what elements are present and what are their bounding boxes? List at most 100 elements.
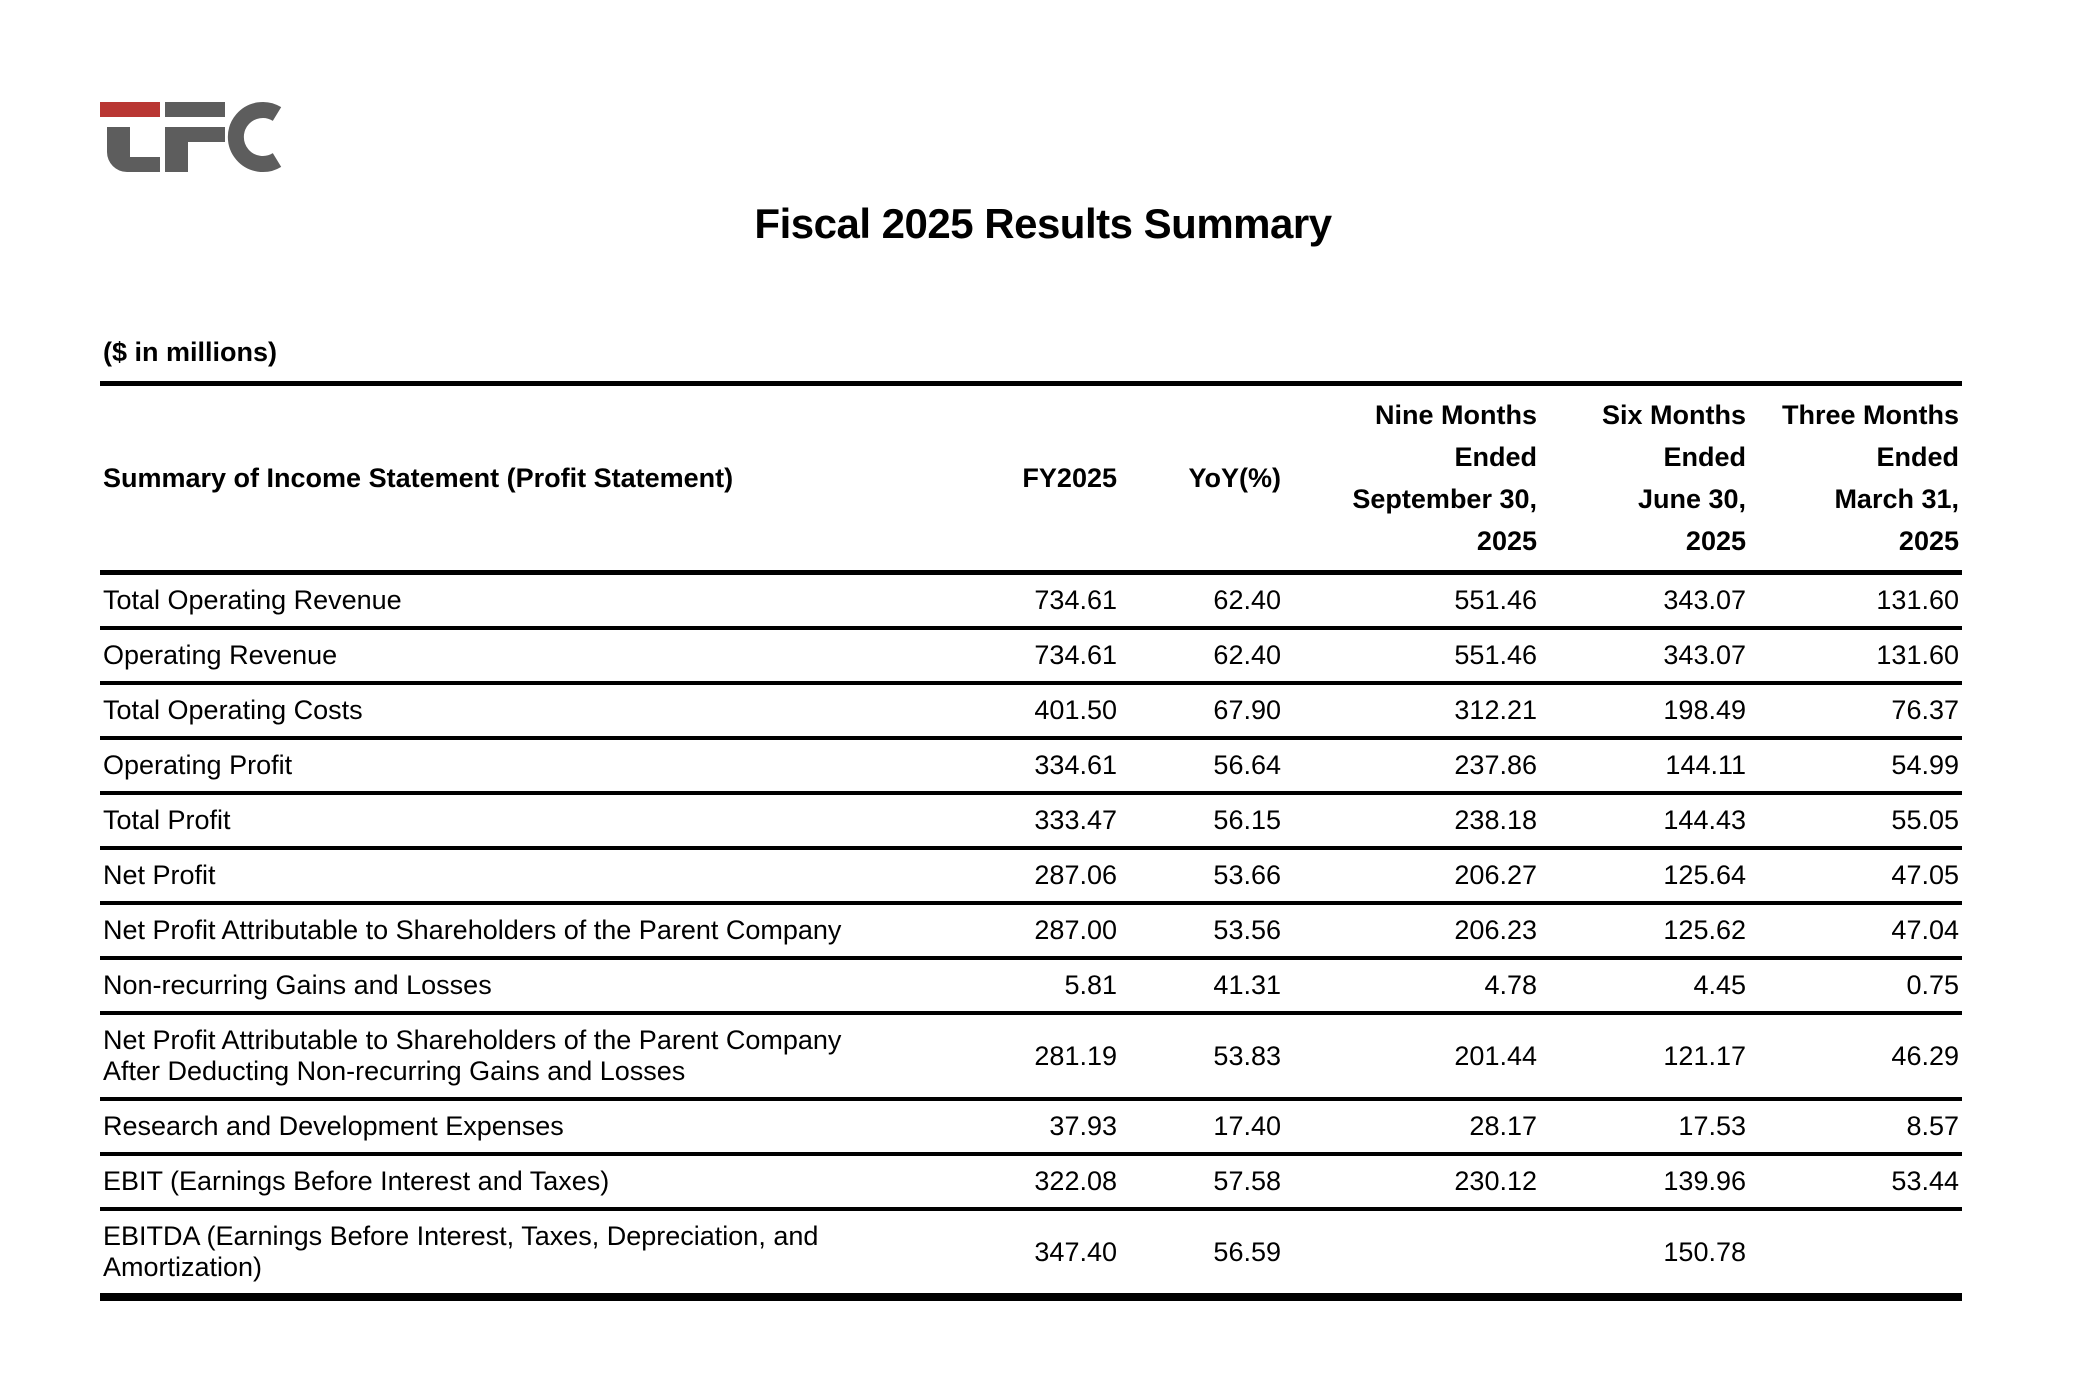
cell-value: 17.53 — [1540, 1097, 1749, 1154]
cell-value: 17.40 — [1120, 1097, 1284, 1154]
row-label: Net Profit — [100, 846, 960, 903]
cell-value: 150.78 — [1540, 1207, 1749, 1297]
row-label: EBIT (Earnings Before Interest and Taxes… — [100, 1152, 960, 1209]
cell-value: 62.40 — [1120, 626, 1284, 683]
report-content: ($ in millions) Summary of Income Statem… — [100, 336, 1962, 1301]
cell-value: 125.62 — [1540, 901, 1749, 958]
cell-value: 56.15 — [1120, 791, 1284, 848]
row-label: Net Profit Attributable to Shareholders … — [100, 1011, 960, 1099]
column-header: FY2025 — [960, 383, 1120, 575]
cell-value: 62.40 — [1120, 570, 1284, 628]
table-row: Net Profit Attributable to Shareholders … — [100, 901, 1962, 958]
row-label: Operating Revenue — [100, 626, 960, 683]
column-header: Three Months Ended March 31, 2025 — [1749, 383, 1962, 575]
cell-value: 121.17 — [1540, 1011, 1749, 1099]
cell-value: 198.49 — [1540, 681, 1749, 738]
cell-value: 4.78 — [1284, 956, 1540, 1013]
column-header-statement: Summary of Income Statement (Profit Stat… — [100, 383, 960, 575]
column-header: Six Months Ended June 30, 2025 — [1540, 383, 1749, 575]
units-note: ($ in millions) — [103, 337, 278, 367]
cell-value: 4.45 — [1540, 956, 1749, 1013]
table-row: Operating Revenue 734.61 62.40 551.46 343.07… — [100, 626, 1962, 683]
row-label: Net Profit Attributable to Shareholders … — [100, 901, 960, 958]
cell-value: 237.86 — [1284, 736, 1540, 793]
row-label: Total Operating Costs — [100, 681, 960, 738]
table-row: Total Operating Costs 401.50 67.90 312.21 19… — [100, 681, 1962, 738]
column-header: Nine Months Ended September 30, 2025 — [1284, 383, 1540, 575]
income-statement-table: Summary of Income Statement (Profit Stat… — [100, 381, 1962, 1301]
row-label: Operating Profit — [100, 736, 960, 793]
cell-value: 551.46 — [1284, 626, 1540, 683]
cell-value: 55.05 — [1749, 791, 1962, 848]
cell-value: 28.17 — [1284, 1097, 1540, 1154]
cell-value: 281.19 — [960, 1011, 1120, 1099]
cell-value: 333.47 — [960, 791, 1120, 848]
column-header: YoY(%) — [1120, 383, 1284, 575]
cell-value: 144.11 — [1540, 736, 1749, 793]
table-row: Net Profit Attributable to Shareholders … — [100, 1011, 1962, 1099]
cell-value: 312.21 — [1284, 681, 1540, 738]
table-row: EBIT (Earnings Before Interest and Taxes… — [100, 1152, 1962, 1209]
table-row: Research and Development Expenses 37.93 17… — [100, 1097, 1962, 1154]
cell-value: 56.59 — [1120, 1207, 1284, 1297]
cell-value: 67.90 — [1120, 681, 1284, 738]
row-label: Total Profit — [100, 791, 960, 848]
cell-value: 343.07 — [1540, 626, 1749, 683]
cell-value: 53.56 — [1120, 901, 1284, 958]
table-row: Net Profit 287.06 53.66 206.27 125.64 47.05 — [100, 846, 1962, 903]
cell-value: 37.93 — [960, 1097, 1120, 1154]
cell-value: 401.50 — [960, 681, 1120, 738]
cell-value: 287.06 — [960, 846, 1120, 903]
table-row: Non-recurring Gains and Losses 5.81 41.31 4… — [100, 956, 1962, 1013]
cell-value: 125.64 — [1540, 846, 1749, 903]
table-body: Total Operating Revenue 734.61 62.40 551.46… — [100, 570, 1962, 1297]
cell-value: 56.64 — [1120, 736, 1284, 793]
cell-value: 53.66 — [1120, 846, 1284, 903]
cell-value: 5.81 — [960, 956, 1120, 1013]
cell-value: 131.60 — [1749, 626, 1962, 683]
cell-value: 54.99 — [1749, 736, 1962, 793]
table-row: Operating Profit 334.61 56.64 237.86 144.11 5… — [100, 736, 1962, 793]
cell-value: 47.04 — [1749, 901, 1962, 958]
row-label: Research and Development Expenses — [100, 1097, 960, 1154]
cell-value: 347.40 — [960, 1207, 1120, 1297]
logo-letter-f-top — [165, 102, 225, 117]
cell-value: 131.60 — [1749, 570, 1962, 628]
cell-value: 334.61 — [960, 736, 1120, 793]
cell-value: 53.83 — [1120, 1011, 1284, 1099]
cell-value: 201.44 — [1284, 1011, 1540, 1099]
cell-value: 0.75 — [1749, 956, 1962, 1013]
cell-value: 46.29 — [1749, 1011, 1962, 1099]
logo-letter-l — [107, 127, 160, 172]
logo-letter-f — [165, 127, 225, 172]
cell-value: 53.44 — [1749, 1152, 1962, 1209]
cell-value: 322.08 — [960, 1152, 1120, 1209]
cell-value: 287.00 — [960, 901, 1120, 958]
cell-value: 206.27 — [1284, 846, 1540, 903]
cell-value: 206.23 — [1284, 901, 1540, 958]
row-label: Non-recurring Gains and Losses — [100, 956, 960, 1013]
company-logo-icon — [100, 102, 282, 172]
cell-value: 144.43 — [1540, 791, 1749, 848]
row-label: Total Operating Revenue — [100, 570, 960, 628]
logo-red-bar — [100, 102, 160, 117]
cell-value: 734.61 — [960, 570, 1120, 628]
table-row: EBITDA (Earnings Before Interest, Taxes,… — [100, 1207, 1962, 1297]
page-title: Fiscal 2025 Results Summary — [754, 200, 1332, 247]
cell-value: 76.37 — [1749, 681, 1962, 738]
table-row: Total Operating Revenue 734.61 62.40 551.46… — [100, 570, 1962, 628]
table-header-row: Summary of Income Statement (Profit Stat… — [100, 383, 1962, 575]
cell-value: 551.46 — [1284, 570, 1540, 628]
cell-value: 57.58 — [1120, 1152, 1284, 1209]
cell-value: 139.96 — [1540, 1152, 1749, 1209]
logo-letter-c — [227, 102, 282, 172]
cell-value — [1749, 1207, 1962, 1297]
cell-value: 8.57 — [1749, 1097, 1962, 1154]
table-row: Total Profit 333.47 56.15 238.18 144.43 55.05 — [100, 791, 1962, 848]
cell-value — [1284, 1207, 1540, 1297]
cell-value: 343.07 — [1540, 570, 1749, 628]
cell-value: 47.05 — [1749, 846, 1962, 903]
cell-value: 734.61 — [960, 626, 1120, 683]
cell-value: 41.31 — [1120, 956, 1284, 1013]
